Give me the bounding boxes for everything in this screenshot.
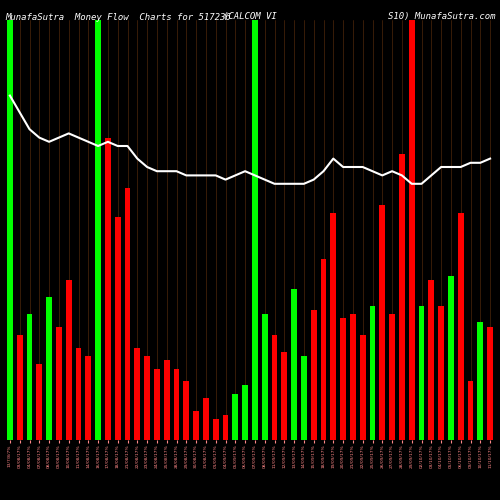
Bar (213, 419, 218, 440)
Bar (301, 356, 307, 440)
Bar (105, 138, 111, 440)
Bar (399, 154, 405, 440)
Bar (291, 289, 297, 440)
Bar (184, 381, 189, 440)
Bar (242, 386, 248, 440)
Bar (17, 335, 22, 440)
Bar (380, 205, 385, 440)
Bar (428, 280, 434, 440)
Bar (222, 415, 228, 440)
Bar (478, 322, 483, 440)
Bar (193, 410, 199, 440)
Bar (86, 356, 91, 440)
Bar (124, 188, 130, 440)
Bar (438, 306, 444, 440)
Bar (418, 306, 424, 440)
Bar (76, 348, 82, 440)
Bar (487, 326, 493, 440)
Bar (350, 314, 356, 440)
Text: (CALCOM VI: (CALCOM VI (223, 12, 277, 22)
Bar (232, 394, 238, 440)
Bar (56, 326, 62, 440)
Bar (7, 20, 13, 440)
Bar (154, 368, 160, 440)
Bar (340, 318, 346, 440)
Bar (320, 260, 326, 440)
Bar (330, 213, 336, 440)
Bar (46, 297, 52, 440)
Text: S10) MunafaSutra.com: S10) MunafaSutra.com (388, 12, 495, 22)
Bar (115, 218, 120, 440)
Text: MunafaSutra  Money Flow  Charts for 517236: MunafaSutra Money Flow Charts for 517236 (5, 12, 231, 22)
Bar (36, 364, 42, 440)
Bar (26, 314, 32, 440)
Bar (389, 314, 395, 440)
Bar (95, 20, 101, 440)
Bar (164, 360, 170, 440)
Bar (448, 276, 454, 440)
Bar (272, 335, 278, 440)
Bar (252, 20, 258, 440)
Bar (174, 368, 180, 440)
Bar (360, 335, 366, 440)
Bar (370, 306, 376, 440)
Bar (203, 398, 209, 440)
Bar (409, 20, 414, 440)
Bar (282, 352, 287, 440)
Bar (468, 381, 473, 440)
Bar (311, 310, 316, 440)
Bar (458, 213, 464, 440)
Bar (144, 356, 150, 440)
Bar (262, 314, 268, 440)
Bar (134, 348, 140, 440)
Bar (66, 280, 71, 440)
